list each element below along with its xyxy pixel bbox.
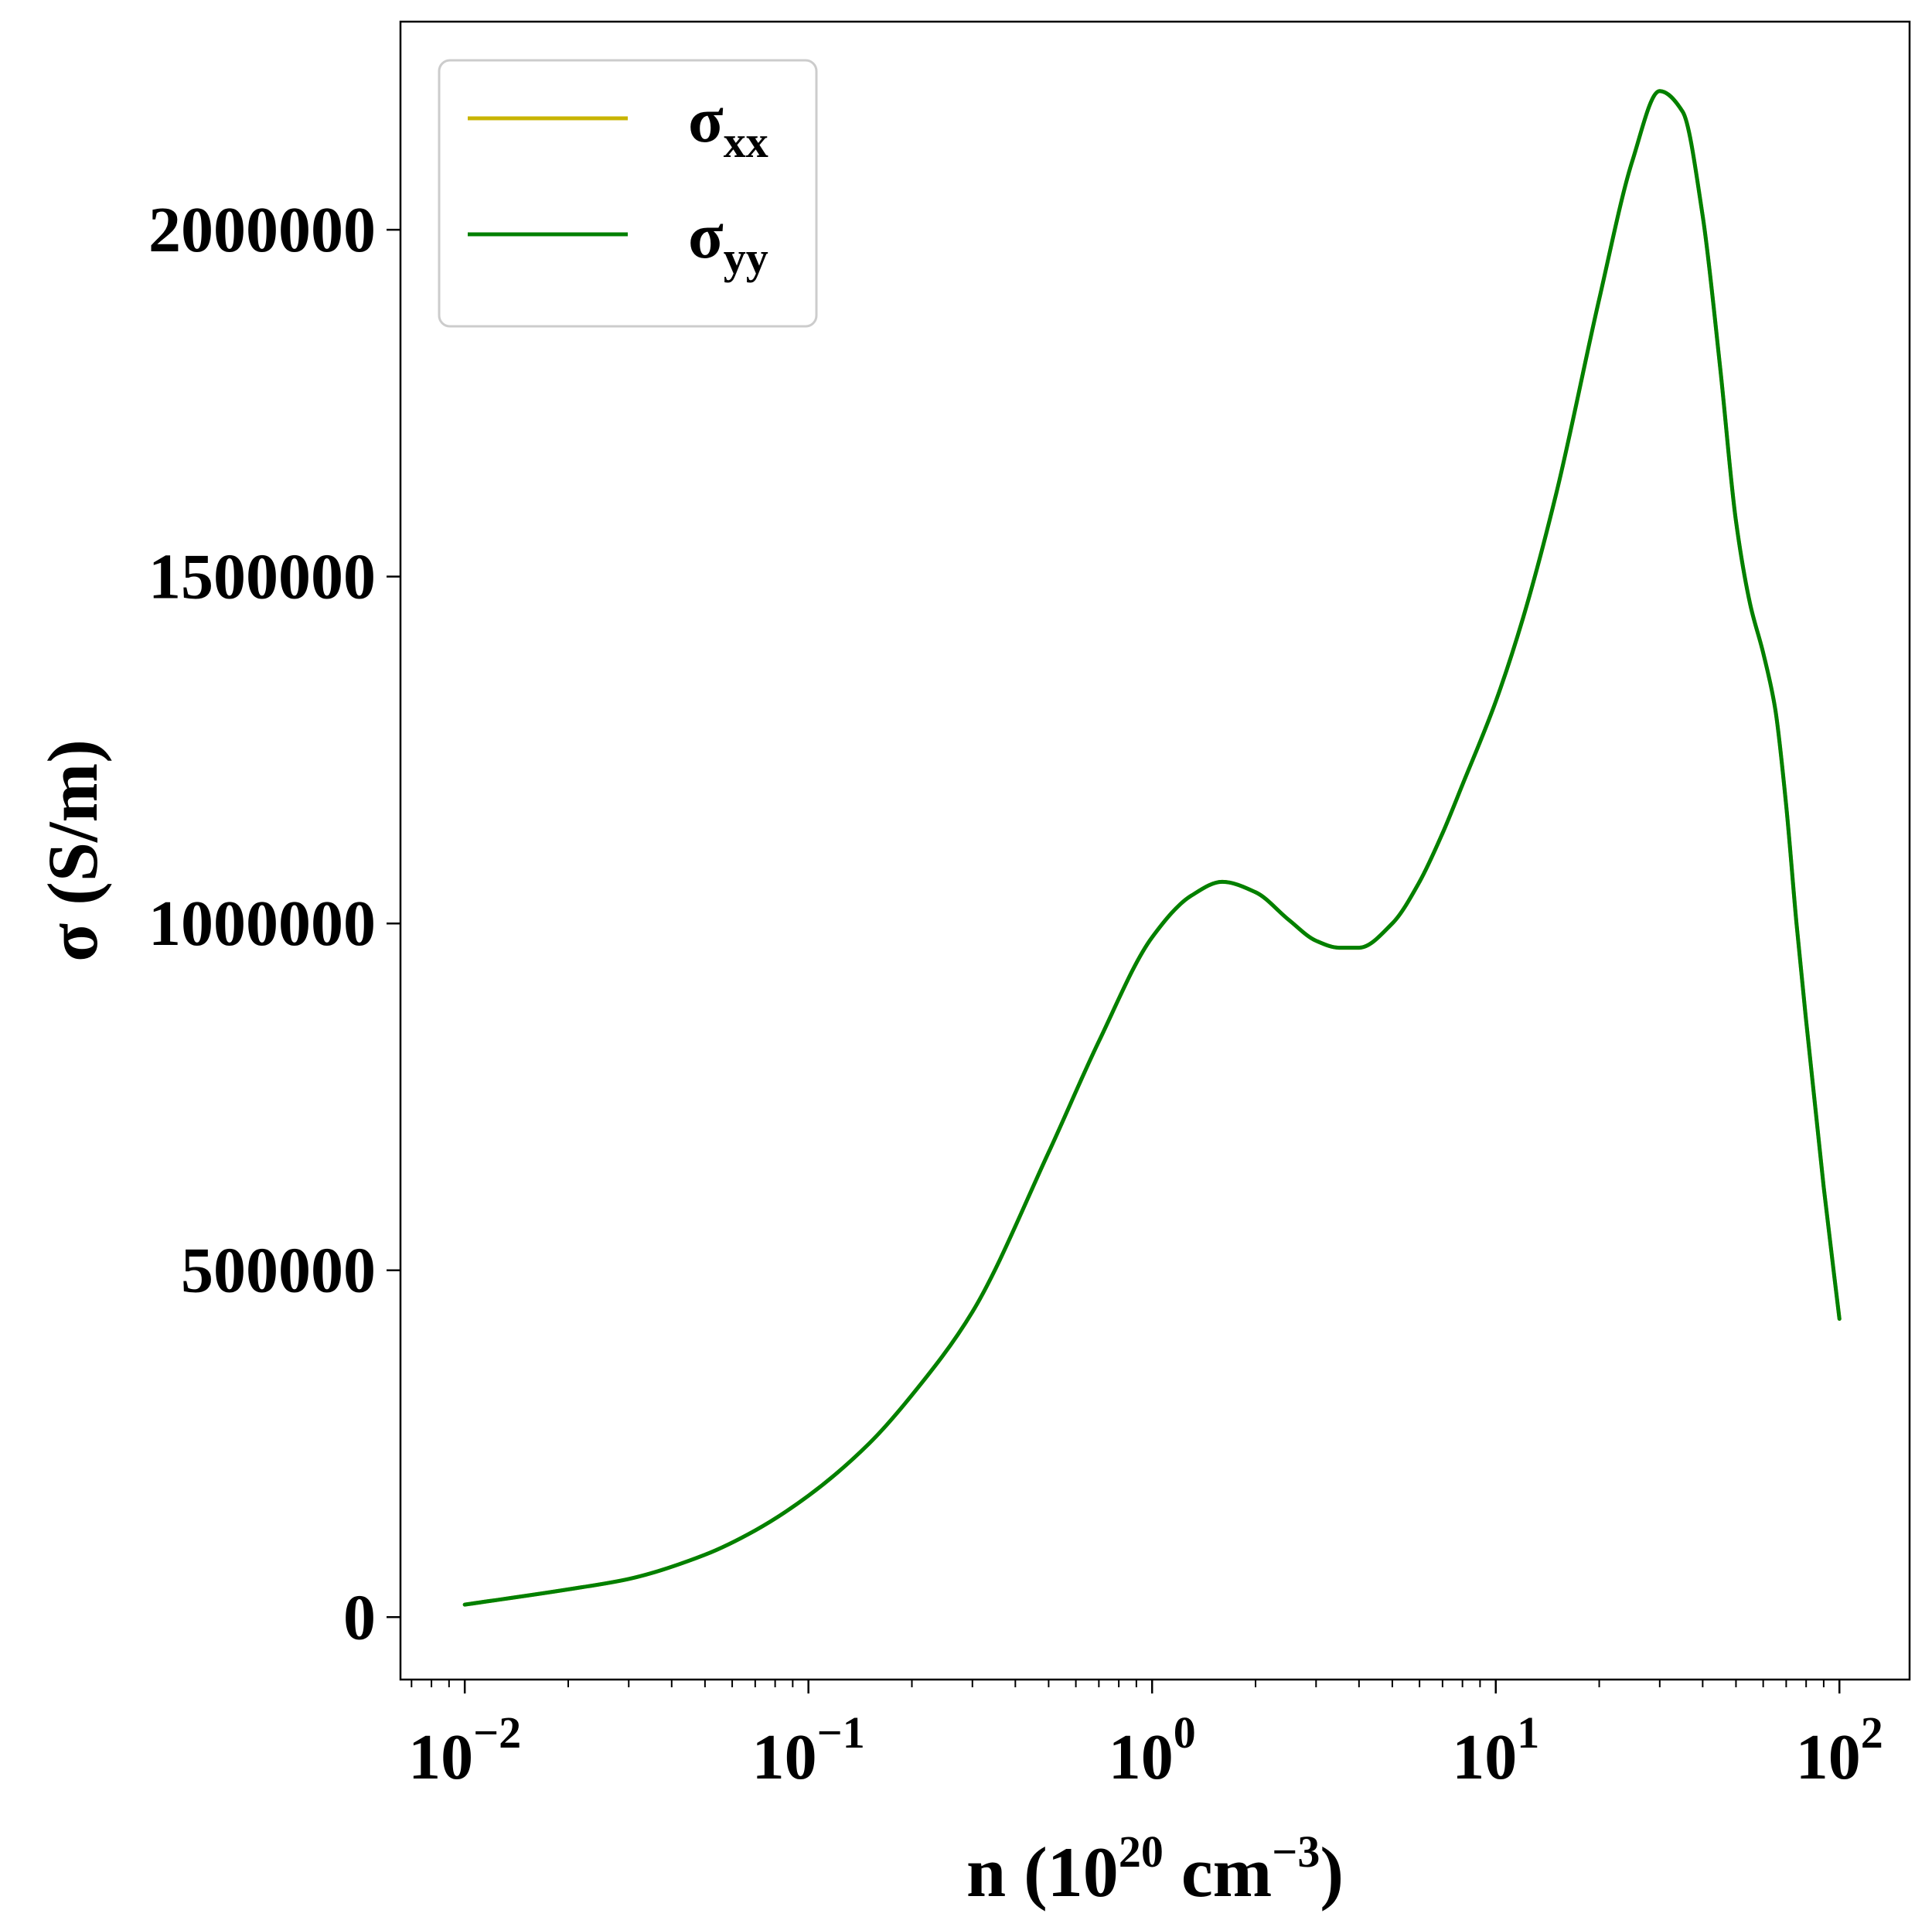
x-tick-label-exponent: −1 — [817, 1707, 865, 1758]
x-axis-label-mid: cm — [1164, 1833, 1272, 1912]
legend-label-subscript: yy — [724, 233, 768, 283]
x-tick-label-base: 10 — [1796, 1721, 1861, 1793]
legend-label-base: σ — [688, 84, 724, 156]
x-tick-label-exponent: 2 — [1861, 1707, 1883, 1758]
x-axis-label-sup1: 20 — [1119, 1826, 1164, 1877]
legend-label-sigma-xx: σxx — [688, 84, 768, 167]
x-tick-label-base: 10 — [408, 1721, 473, 1793]
x-tick-label-0: 10−2 — [408, 1707, 521, 1793]
series-layer — [462, 89, 1842, 1607]
x-tick-label-exponent: 0 — [1174, 1707, 1196, 1758]
y-axis-ticks: 0 500000 1000000 1500000 2000000 — [148, 194, 400, 1653]
legend-label-subscript: xx — [724, 117, 768, 167]
legend-label-base: σ — [688, 200, 724, 272]
y-axis-label: σ (S/m) — [33, 739, 112, 962]
x-tick-label-3: 101 — [1452, 1707, 1539, 1793]
y-tick-label-1: 500000 — [181, 1235, 376, 1307]
x-axis-label-suffix: ) — [1320, 1833, 1344, 1912]
y-tick-label-3: 1500000 — [148, 541, 376, 613]
x-tick-label-base: 10 — [1452, 1721, 1517, 1793]
y-tick-label-2: 1000000 — [148, 888, 376, 960]
x-tick-label-base: 10 — [752, 1721, 817, 1793]
x-axis-label-prefix: n (10 — [966, 1833, 1119, 1912]
x-axis-ticks: 10−2 10−1 100 101 102 — [408, 1680, 1883, 1793]
legend-label-sigma-yy: σyy — [688, 200, 768, 283]
x-tick-label-exponent: −2 — [473, 1707, 521, 1758]
series-line-sigma-yy — [462, 89, 1842, 1607]
x-tick-label-base: 10 — [1109, 1721, 1174, 1793]
legend-box — [438, 59, 818, 328]
x-tick-label-4: 102 — [1796, 1707, 1883, 1793]
x-tick-label-2: 100 — [1109, 1707, 1196, 1793]
y-tick-label-0: 0 — [343, 1581, 376, 1653]
x-tick-label-exponent: 1 — [1517, 1707, 1539, 1758]
plot-frame — [399, 20, 1911, 1681]
x-axis-label: n (1020 cm−3) — [966, 1826, 1344, 1912]
x-tick-label-1: 10−1 — [752, 1707, 865, 1793]
y-tick-label-4: 2000000 — [148, 194, 376, 266]
x-axis-label-sup2: −3 — [1272, 1826, 1320, 1877]
